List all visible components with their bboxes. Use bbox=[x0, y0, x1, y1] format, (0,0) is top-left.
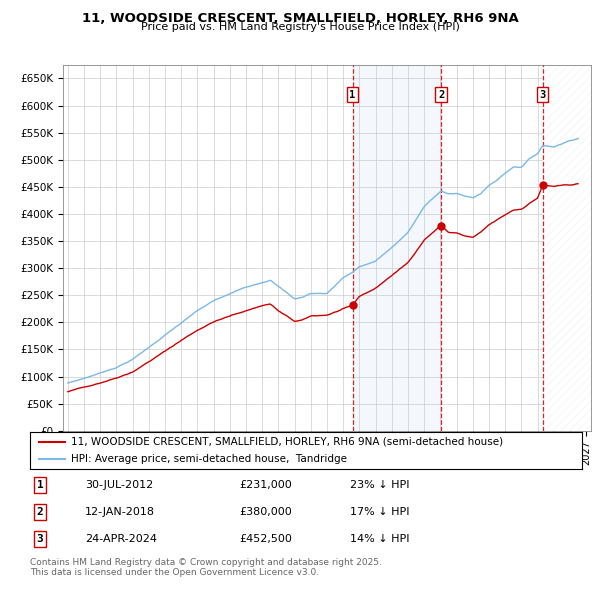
Bar bbox=[542, 65, 591, 431]
Text: 24-APR-2024: 24-APR-2024 bbox=[85, 534, 157, 544]
Text: 17% ↓ HPI: 17% ↓ HPI bbox=[350, 507, 410, 517]
Text: 11, WOODSIDE CRESCENT, SMALLFIELD, HORLEY, RH6 9NA: 11, WOODSIDE CRESCENT, SMALLFIELD, HORLE… bbox=[82, 12, 518, 25]
Text: 3: 3 bbox=[37, 534, 43, 544]
Text: Contains HM Land Registry data © Crown copyright and database right 2025.
This d: Contains HM Land Registry data © Crown c… bbox=[30, 558, 382, 577]
Text: Price paid vs. HM Land Registry's House Price Index (HPI): Price paid vs. HM Land Registry's House … bbox=[140, 22, 460, 32]
Text: 30-JUL-2012: 30-JUL-2012 bbox=[85, 480, 154, 490]
Text: £231,000: £231,000 bbox=[240, 480, 293, 490]
Text: 1: 1 bbox=[37, 480, 43, 490]
Bar bbox=[353, 65, 441, 431]
Text: 11, WOODSIDE CRESCENT, SMALLFIELD, HORLEY, RH6 9NA (semi-detached house): 11, WOODSIDE CRESCENT, SMALLFIELD, HORLE… bbox=[71, 437, 503, 447]
Text: 3: 3 bbox=[539, 90, 545, 100]
Text: HPI: Average price, semi-detached house,  Tandridge: HPI: Average price, semi-detached house,… bbox=[71, 454, 347, 464]
Text: 2: 2 bbox=[438, 90, 444, 100]
Bar bbox=[542, 65, 591, 431]
Text: 23% ↓ HPI: 23% ↓ HPI bbox=[350, 480, 410, 490]
Text: £452,500: £452,500 bbox=[240, 534, 293, 544]
Text: 1: 1 bbox=[349, 90, 356, 100]
Text: 14% ↓ HPI: 14% ↓ HPI bbox=[350, 534, 410, 544]
Text: 12-JAN-2018: 12-JAN-2018 bbox=[85, 507, 155, 517]
Text: £380,000: £380,000 bbox=[240, 507, 293, 517]
Text: 2: 2 bbox=[37, 507, 43, 517]
